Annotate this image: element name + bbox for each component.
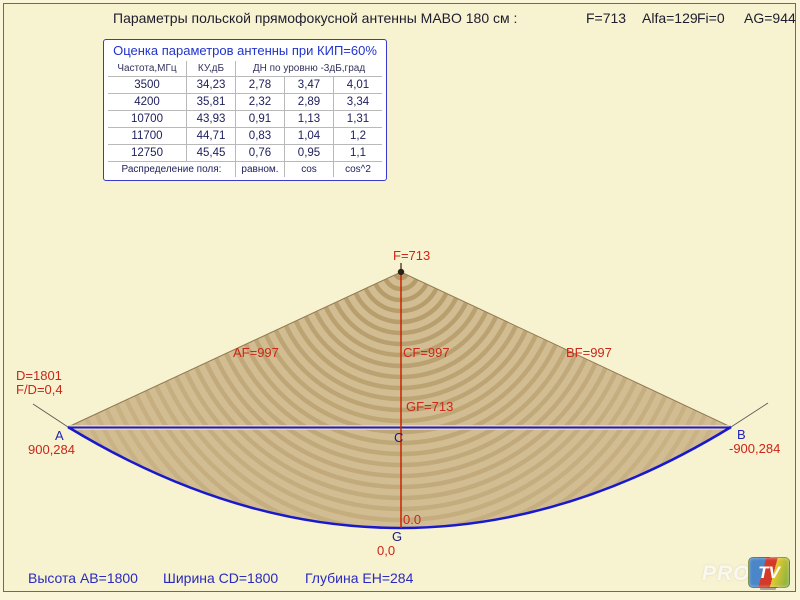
status-depth-eh: Глубина EH=284 (305, 570, 414, 586)
axis-zero-label: 0.0 (403, 512, 422, 527)
af-distance-label: AF=997 (233, 345, 279, 360)
point-c-label: C (394, 430, 404, 445)
params-panel-title: Оценка параметров антенны при КИП=60% (113, 43, 377, 58)
table-row: 11700 44,71 0,83 1,04 1,2 (107, 127, 383, 145)
status-height-ab: Высота AB=1800 (28, 570, 138, 586)
table-footer-row: Распределение поля: равном. cos cos^2 (107, 161, 383, 178)
rim-tangent-left (32, 403, 69, 428)
watermark-tv-icon: TV (748, 557, 790, 588)
table-cell: 10700 (107, 110, 187, 128)
table-cell: равном. (235, 161, 285, 178)
table-cell: 1,1 (333, 144, 383, 162)
watermark-tv-icon-base (760, 587, 776, 590)
bf-distance-label: BF=997 (566, 345, 612, 360)
table-cell: 0,91 (235, 110, 285, 128)
point-g-coords: 0,0 (377, 543, 396, 558)
focus-label: F=713 (393, 248, 431, 263)
focus-marker (397, 268, 405, 276)
point-a-coords: 900,284 (28, 442, 75, 457)
table-cell: 0,76 (235, 144, 285, 162)
table-cell: 4200 (107, 93, 187, 111)
antenna-params-panel: Оценка параметров антенны при КИП=60% Ча… (103, 39, 387, 181)
table-cell: 35,81 (186, 93, 236, 111)
point-g-label: G (392, 529, 403, 544)
title-param-fi: Fi=0 (697, 10, 725, 26)
status-width-cd: Ширина CD=1800 (163, 570, 279, 586)
point-b-label: B (737, 427, 746, 442)
diameter-label: D=1801 (16, 368, 62, 383)
table-cell: 1,13 (284, 110, 334, 128)
table-cell: cos (284, 161, 334, 178)
rim-tangent-right (730, 402, 769, 428)
watermark-logo: PRO TV (702, 556, 794, 596)
table-cell: 34,23 (186, 76, 236, 94)
title-param-ag: AG=944 (744, 10, 796, 26)
table-cell: cos^2 (333, 161, 383, 178)
cf-distance-label: CF=997 (403, 345, 450, 360)
table-cell: 1,2 (333, 127, 383, 145)
point-b-coords: -900,284 (729, 441, 781, 456)
gf-distance-label: GF=713 (406, 399, 454, 414)
watermark-pro-text: PRO (702, 562, 751, 585)
table-row: 12750 45,45 0,76 0,95 1,1 (107, 144, 383, 162)
table-cell: 11700 (107, 127, 187, 145)
table-cell: 2,32 (235, 93, 285, 111)
table-cell: 45,45 (186, 144, 236, 162)
table-cell: 43,93 (186, 110, 236, 128)
title-param-alfa: Alfa=129 (642, 10, 698, 26)
page-title: Параметры польской прямофокусной антенны… (113, 10, 518, 26)
title-param-f: F=713 (586, 10, 627, 26)
params-table: Частота,МГц КУ,дБ ДН по уровню -3дБ,град… (107, 60, 383, 178)
fd-ratio-label: F/D=0,4 (16, 382, 63, 397)
point-a-label: A (55, 428, 64, 443)
table-cell: 0,95 (284, 144, 334, 162)
table-row: 4200 35,81 2,32 2,89 3,34 (107, 93, 383, 111)
